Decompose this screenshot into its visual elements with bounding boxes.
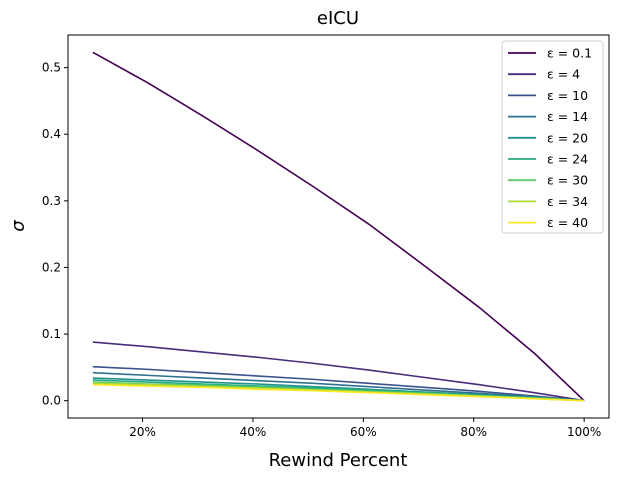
legend-label-4: ε = 20 [547, 130, 588, 145]
legend-label-8: ε = 40 [547, 215, 588, 230]
series-line-2 [92, 365, 585, 402]
series-line-1 [92, 341, 585, 402]
x-tick-label: 100% [567, 425, 601, 439]
x-axis: 20% 40% 60% 80% 100% [129, 418, 601, 439]
y-tick-label: 0.2 [42, 260, 61, 274]
series-line-3 [92, 371, 585, 402]
series-lines [92, 51, 585, 402]
x-axis-title: Rewind Percent [269, 450, 408, 471]
x-tick-label: 20% [129, 425, 156, 439]
plot-frame [67, 34, 610, 419]
legend-label-7: ε = 34 [547, 194, 588, 209]
legend-box [501, 40, 604, 234]
legend-label-5: ε = 24 [547, 152, 588, 167]
x-tick-label: 80% [460, 425, 487, 439]
y-tick-label: 0.4 [42, 127, 61, 141]
legend-label-3: ε = 14 [547, 109, 588, 124]
legend-label-6: ε = 30 [547, 173, 588, 188]
legend-label-2: ε = 10 [547, 88, 588, 103]
y-tick-label: 0.0 [42, 394, 61, 408]
y-tick-label: 0.1 [42, 327, 61, 341]
x-tick-label: 60% [350, 425, 377, 439]
series-line-8 [92, 383, 585, 402]
legend: ε = 0.1 ε = 4 ε = 10 ε = 14 ε = 20 ε = 24 ε = … [501, 40, 604, 234]
chart-title: eICU [317, 8, 359, 29]
series-line-0 [92, 51, 585, 402]
y-axis: 0.0 0.1 0.2 0.3 0.4 0.5 [42, 61, 68, 408]
y-axis-title: σ [8, 220, 29, 232]
x-tick-label: 40% [240, 425, 267, 439]
legend-label-1: ε = 4 [547, 67, 580, 82]
y-tick-label: 0.5 [42, 61, 61, 75]
y-tick-label: 0.3 [42, 194, 61, 208]
legend-label-0: ε = 0.1 [547, 46, 592, 61]
